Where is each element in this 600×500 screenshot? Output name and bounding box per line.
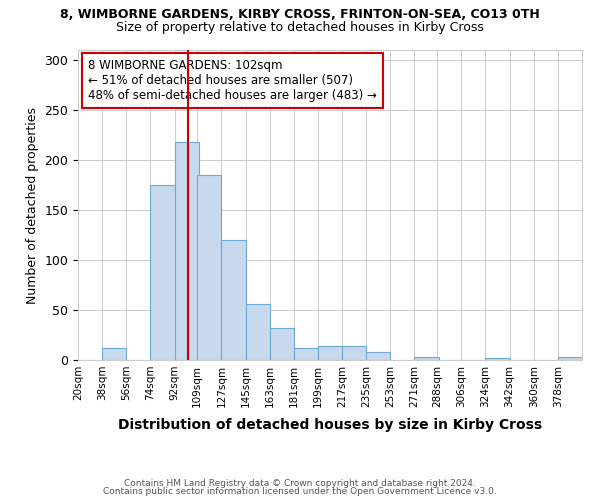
Text: Size of property relative to detached houses in Kirby Cross: Size of property relative to detached ho… (116, 21, 484, 34)
Text: Contains HM Land Registry data © Crown copyright and database right 2024.: Contains HM Land Registry data © Crown c… (124, 478, 476, 488)
Y-axis label: Number of detached properties: Number of detached properties (26, 106, 39, 304)
Text: 8, WIMBORNE GARDENS, KIRBY CROSS, FRINTON-ON-SEA, CO13 0TH: 8, WIMBORNE GARDENS, KIRBY CROSS, FRINTO… (60, 8, 540, 20)
Bar (558, 357, 582, 360)
Bar (197, 175, 221, 360)
Bar (342, 346, 366, 360)
Bar (175, 142, 199, 360)
Bar (151, 185, 175, 360)
Text: 8 WIMBORNE GARDENS: 102sqm
← 51% of detached houses are smaller (507)
48% of sem: 8 WIMBORNE GARDENS: 102sqm ← 51% of deta… (88, 60, 377, 102)
Bar (485, 358, 509, 360)
X-axis label: Distribution of detached houses by size in Kirby Cross: Distribution of detached houses by size … (118, 418, 542, 432)
Bar (415, 357, 439, 360)
Bar (245, 304, 269, 360)
Bar (318, 346, 342, 360)
Text: Contains public sector information licensed under the Open Government Licence v3: Contains public sector information licen… (103, 487, 497, 496)
Bar (269, 328, 294, 360)
Bar (102, 348, 126, 360)
Bar (294, 348, 318, 360)
Bar (366, 352, 391, 360)
Bar (221, 240, 245, 360)
